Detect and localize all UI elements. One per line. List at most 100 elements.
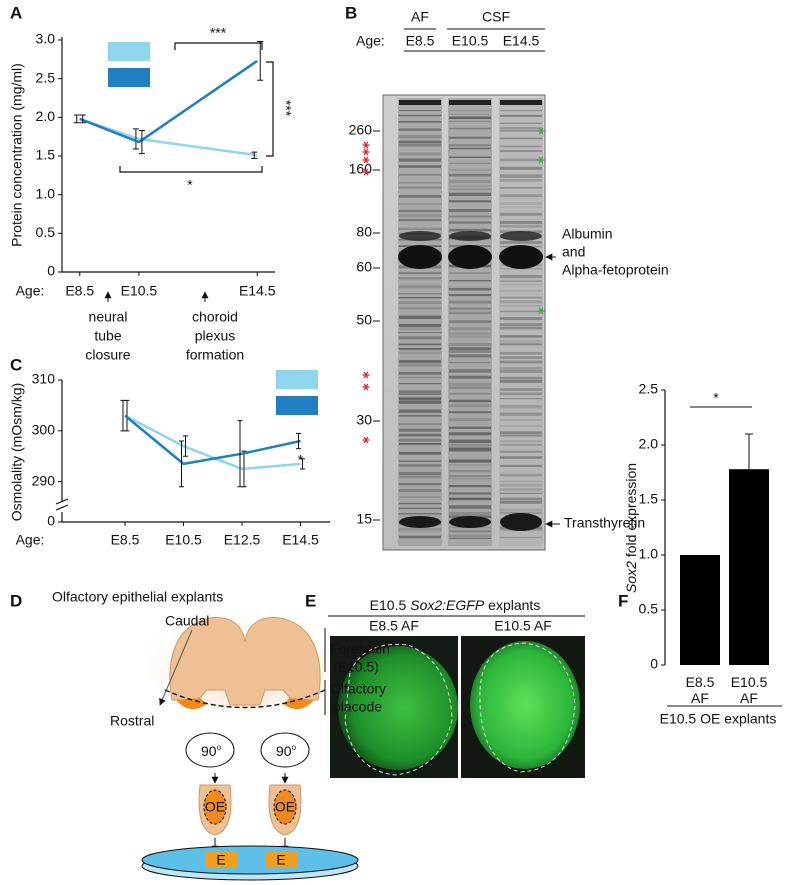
error-bar (79, 114, 86, 124)
gel-band (500, 212, 542, 216)
gel-band (500, 366, 542, 371)
y-tick-label: 290 (32, 472, 56, 488)
gel-band (500, 166, 542, 170)
marker-label: 15 (356, 511, 372, 527)
gel-band (500, 536, 542, 539)
annotation: tube (94, 328, 121, 344)
legend-swatch (276, 370, 318, 389)
data-line (124, 414, 301, 466)
error-bar (120, 399, 126, 432)
gel-band (399, 423, 441, 426)
gel-band (399, 363, 441, 367)
gel-band (500, 339, 542, 344)
gel-band (500, 326, 542, 330)
gel-band (449, 209, 491, 213)
explant-images (330, 636, 585, 778)
red-asterisk (362, 371, 370, 379)
gel-band (500, 274, 542, 279)
y-tick-label: 1.5 (36, 147, 56, 163)
gel-band (399, 219, 441, 222)
gel-band (449, 162, 491, 164)
lane-label: E14.5 (503, 33, 540, 49)
title-reporter: Sox2:EGFP (410, 597, 485, 613)
gel-band (500, 280, 542, 283)
angle-label: 90o (276, 743, 297, 759)
gel-band (500, 122, 542, 124)
y-tick-label: 0 (650, 656, 658, 672)
gel-band (500, 392, 542, 396)
gel-lane (448, 98, 492, 546)
gel-band (449, 351, 491, 353)
green-asterisk (537, 156, 545, 164)
red-asterisk (362, 383, 370, 391)
y-axis-label: Protein concentration (mg/ml) (9, 63, 25, 247)
gel-band (500, 497, 542, 501)
title-age: E10.5 (370, 597, 407, 613)
gel-band (449, 450, 491, 453)
x-prefix: Age: (16, 283, 45, 299)
gel-group: AF (411, 9, 429, 25)
red-asterisk (362, 168, 370, 176)
gel-band (399, 293, 441, 295)
image-label: E10.5 AF (494, 618, 552, 634)
gel-band (399, 173, 441, 176)
gel-band (449, 534, 491, 538)
gel-band (449, 464, 491, 466)
forebrain-label: Forebrain (330, 641, 390, 657)
x-tick-label: E14.5 (282, 532, 319, 548)
gel-band (449, 530, 491, 533)
gel-band (399, 528, 441, 532)
significance: *** (278, 100, 294, 117)
gel-band (449, 375, 491, 379)
gel-band (399, 100, 441, 105)
gel-band (449, 347, 491, 351)
gel-band (449, 185, 491, 188)
gel-band (500, 351, 542, 355)
gel-band (449, 300, 491, 304)
bracket (119, 166, 263, 173)
gel-band (449, 173, 491, 177)
gel-band (449, 100, 491, 105)
gel-band (449, 505, 491, 509)
gel-band (399, 209, 441, 213)
gel-band (500, 508, 542, 512)
gel-band (500, 310, 542, 313)
gel-band (500, 300, 542, 304)
gel-band (500, 464, 542, 468)
gel-band (500, 456, 542, 459)
y-axis-label-gene: Sox2 (623, 561, 639, 593)
gel-band (500, 220, 542, 225)
gel-band (449, 221, 491, 224)
gel-band (399, 203, 441, 205)
gel-band (500, 473, 542, 477)
gel-band (500, 114, 542, 117)
y-tick-label: 1.0 (639, 546, 659, 562)
gel-band (449, 179, 491, 184)
gel-band (449, 474, 491, 478)
gel-band (500, 305, 542, 307)
gel-band (500, 137, 542, 140)
gel-band (449, 511, 491, 515)
protein-label: Transthyretin (564, 515, 645, 531)
oe-label: OE (205, 799, 225, 815)
gel-band (500, 434, 542, 437)
error-bar (179, 440, 184, 488)
gel-band (399, 383, 441, 385)
x-tick-label: E8.5 (111, 532, 140, 548)
gel-band (399, 428, 441, 432)
gel-band (449, 287, 491, 291)
gel-band (500, 179, 542, 182)
gel-band (500, 356, 542, 359)
gel-band (399, 328, 441, 330)
protein-label: and (562, 244, 585, 260)
annotation: closure (85, 347, 130, 363)
gel-band (449, 383, 491, 386)
x-tick-label: E10.5 (165, 532, 202, 548)
image-label: E8.5 AF (369, 618, 419, 634)
y-tick-label: 0.5 (36, 224, 56, 240)
gel-band (500, 376, 542, 380)
annotation: choroid (192, 309, 238, 325)
gel-band (500, 150, 542, 152)
gel-band (449, 342, 491, 347)
y-tick-label: 2.5 (36, 69, 56, 85)
